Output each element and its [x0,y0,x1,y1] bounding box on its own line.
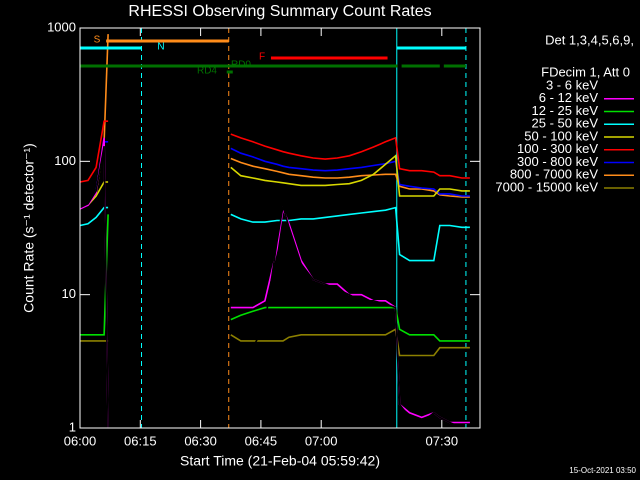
flag-label: RD0 [231,60,251,71]
chart-title: RHESSI Observing Summary Count Rates [128,3,431,20]
y-axis-label: Count Rate (s⁻¹ detector⁻¹) [21,143,37,313]
flag-label: N [157,42,164,53]
legend-label: 300 - 800 keV [517,154,598,169]
legend-label: 3 - 6 keV [546,77,598,92]
legend-label: 12 - 25 keV [532,103,599,118]
legend-label: 100 - 300 keV [517,141,598,156]
y-tick-label: 1000 [47,19,76,34]
plot-frame [79,27,481,429]
x-tick-label: 06:15 [124,433,157,448]
legend-label: 7000 - 15000 keV [495,179,598,194]
flag-label: S [94,35,101,46]
y-tick-label: 100 [54,153,76,168]
legend-label: 800 - 7000 keV [510,167,599,182]
x-tick-label: 07:30 [426,433,459,448]
y-tick-label: 10 [62,286,76,301]
y-tick-label: 1 [69,419,76,434]
legend-header: Det 1,3,4,5,6,9, [545,32,634,47]
legend-header: FDecim 1, Att 0 [541,64,630,79]
x-tick-label: 07:00 [305,433,338,448]
legend-label: 6 - 12 keV [539,90,599,105]
x-tick-label: 06:30 [184,433,217,448]
x-tick-label: 06:00 [64,433,97,448]
series-line [79,120,470,183]
series-line [80,328,470,357]
legend-label: 50 - 100 keV [524,128,598,143]
flag-label: RD4 [197,66,217,77]
series-line [79,145,470,429]
footer: 15-Oct-2021 03:50 [569,466,636,475]
x-axis-label: Start Time (21-Feb-04 05:59:42) [180,453,380,469]
flag-label: F [259,52,265,63]
x-tick-label: 06:45 [245,433,278,448]
legend-label: 25 - 50 keV [532,116,599,131]
